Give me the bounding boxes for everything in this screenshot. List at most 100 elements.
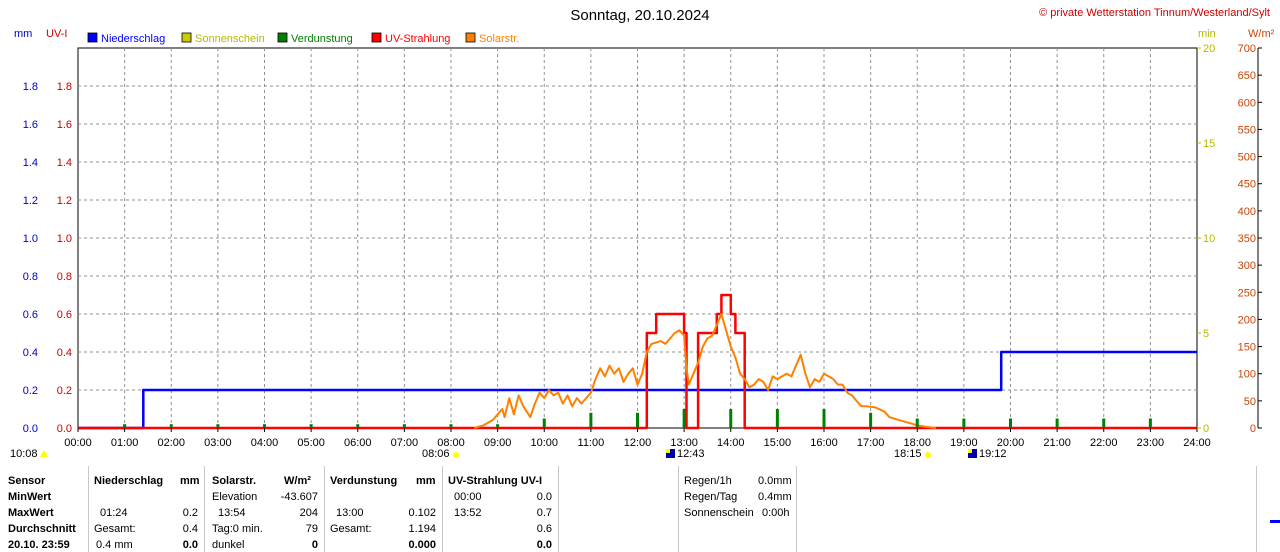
x-tick-label: 20:00 [997,437,1025,449]
evaporation-bar [729,409,733,428]
solar-max-time: 13:54 [218,507,246,519]
sensor-avg-label: Durchschnitt [8,523,76,535]
y-tick-label-mm: 0.4 [23,347,38,359]
legend-label: Solarstr. [479,33,519,45]
solar-dark-label: dunkel [212,539,245,551]
x-tick-label: 18:00 [903,437,931,449]
y-tick-label-mm: 1.8 [23,81,38,93]
evaporation-bar [589,412,593,428]
right-unit-wm2: W/m² [1248,28,1275,40]
marker-sunrise: 08:06 [422,448,450,460]
y-tick-label-mm: 1.2 [23,195,38,207]
legend-swatch [277,32,288,43]
uv-header: UV-Strahlung UV-I [448,475,543,487]
solar-unit: W/m² [284,475,311,487]
sun-icon [40,450,48,457]
y-tick-label-mm: 1.0 [23,233,38,245]
uv-max-value: 0.7 [536,507,552,519]
legend-swatch [465,32,476,43]
wm2-tick-label: 650 [1238,70,1256,82]
rain-hour-value: 0.0mm [758,475,792,487]
evaporation-bar [636,412,639,428]
evaporation-bar [822,409,826,428]
evaporation-bar [356,424,360,428]
evaporation-bar [682,409,686,428]
legend-swatch [371,32,382,43]
y-tick-label-mm: 1.6 [23,119,38,131]
sensor-min-label: MinWert [8,491,52,503]
uv-min-time: 00:00 [454,491,482,503]
evaporation-bar [263,424,266,428]
solar-elevation-value: -43.607 [280,491,318,503]
x-tick-label: 02:00 [157,437,185,449]
wm2-tick-label: 150 [1238,342,1256,354]
evaporation-bar [915,418,919,428]
rain-now-value: 0.0 [182,539,198,551]
wm2-tick-label: 350 [1238,233,1256,245]
evap-total-label: Gesamt: [330,523,372,535]
x-tick-label: 07:00 [391,437,419,449]
x-tick-label: 04:00 [251,437,279,449]
x-tick-label: 03:00 [204,437,232,449]
x-tick-label: 05:00 [297,437,325,449]
sunshine-value: 0:00h [762,507,790,519]
wm2-tick-label: 450 [1238,179,1256,191]
y-tick-label-mm: 0.0 [23,423,38,435]
min-tick-label: 15 [1203,138,1215,150]
y-tick-label-mm: 1.4 [23,157,38,169]
series-solarstr- [474,313,937,429]
chart-title: Sonntag, 20.10.2024 [570,7,709,24]
wm2-tick-label: 400 [1238,206,1256,218]
wm2-tick-label: 500 [1238,152,1256,164]
uv-marker-icon [666,449,675,458]
time-markers: 10:08 08:06 12:43 18:15 19:12 [10,448,1007,460]
series-layer [78,293,1197,430]
wm2-tick-label: 200 [1238,314,1256,326]
uv-max-time: 13:52 [454,507,482,519]
solar-elevation-label: Elevation [212,491,258,503]
rain-max-time: 01:24 [100,507,128,519]
evaporation-bar [123,424,127,428]
x-tick-label: 13:00 [670,437,698,449]
sunshine-label: Sonnenschein [684,507,754,519]
min-tick-label: 20 [1203,43,1215,55]
x-tick-label: 19:00 [950,437,978,449]
legend-label: Verdunstung [291,33,353,45]
x-tick-label: 16:00 [810,437,838,449]
evaporation-bar [402,424,406,428]
rain-day-value: 0.4mm [758,491,792,503]
evaporation-bar [542,418,546,428]
evaporation-bar [775,409,779,428]
evaporation-bar [1148,418,1152,428]
solar-tag-label: Tag:0 min. [212,523,263,535]
x-tick-label: 00:00 [64,437,92,449]
weather-chart: 00:00 01:00 02:00 03:00 04:00 05:00 06:00 07:00… [10,7,1275,460]
grid [77,47,1198,429]
y-tick-label-mm: 0.8 [23,271,38,283]
evap-header: Verdunstung [330,475,398,487]
y-tick-label-mm: 0.6 [23,309,38,321]
x-tick-label: 12:00 [624,437,652,449]
y-tick-label-uv: 0.6 [57,309,72,321]
solar-tag-value: 79 [305,523,318,535]
legend-label: Niederschlag [101,33,165,45]
rain-hour-label: Regen/1h [684,475,732,487]
right-unit-min: min [1198,28,1216,40]
wm2-tick-label: 700 [1238,43,1256,55]
x-tick-label: 08:00 [437,437,465,449]
x-tick-label: 23:00 [1137,437,1165,449]
wm2-tick-label: 0 [1250,423,1256,435]
left-unit-mm: mm [14,28,32,40]
x-tick-label: 24:00 [1183,437,1211,449]
x-tick-label: 17:00 [857,437,885,449]
y-tick-label-uv: 0.4 [57,347,72,359]
y-tick-label-uv: 1.6 [57,119,72,131]
evap-unit: mm [416,475,436,487]
evaporation-bar [1009,418,1012,428]
rain-total-label: Gesamt: [94,523,136,535]
rain-indicator [1270,520,1280,523]
sensor-header: Sensor [8,475,46,487]
x-tick-label: 10:00 [530,437,558,449]
legend-swatch [181,32,192,43]
wm2-tick-label: 250 [1238,287,1256,299]
